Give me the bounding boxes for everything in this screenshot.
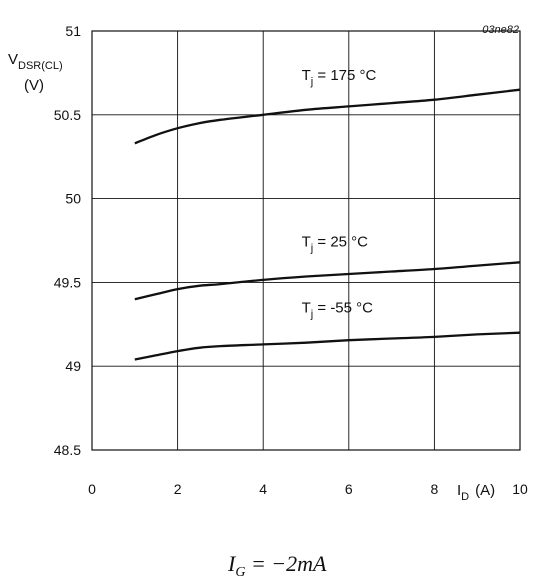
y-axis-label: VDSR(CL): [8, 51, 63, 72]
caption: IG = −2mA: [227, 551, 327, 580]
series-label: Tj = 25 °C: [302, 234, 369, 255]
figure-id: 03ne82: [482, 24, 519, 36]
series-label: Tj = 175 °C: [302, 67, 377, 88]
x-tick-labels: 0 2 4 6 8 10: [88, 481, 528, 497]
y-tick-label: 50.5: [54, 107, 81, 123]
x-tick-label: 0: [88, 481, 96, 497]
y-tick-label: 51: [65, 23, 81, 39]
series-labels: Tj = 175 °C Tj = 25 °C Tj = -55 °C: [302, 67, 377, 321]
y-tick-label: 48.5: [54, 442, 81, 458]
x-tick-label: 4: [259, 481, 267, 497]
x-tick-label: 8: [431, 481, 439, 497]
x-axis-label: ID (A): [457, 482, 495, 503]
x-tick-label: 2: [174, 481, 182, 497]
series-line: [134, 331, 521, 361]
y-tick-label: 49: [65, 358, 81, 374]
series-line: [134, 88, 521, 145]
y-tick-label: 50: [65, 191, 81, 207]
plot-frame: [91, 30, 521, 451]
series-label: Tj = -55 °C: [302, 300, 374, 321]
y-tick-label: 49.5: [54, 274, 81, 290]
y-tick-labels: 48.5 49 49.5 50 50.5 51: [54, 23, 81, 458]
x-tick-label: 10: [512, 481, 528, 497]
y-axis-unit: (V): [24, 77, 44, 94]
x-tick-label: 6: [345, 481, 353, 497]
series-line: [134, 261, 521, 301]
series-lines: [134, 88, 521, 361]
